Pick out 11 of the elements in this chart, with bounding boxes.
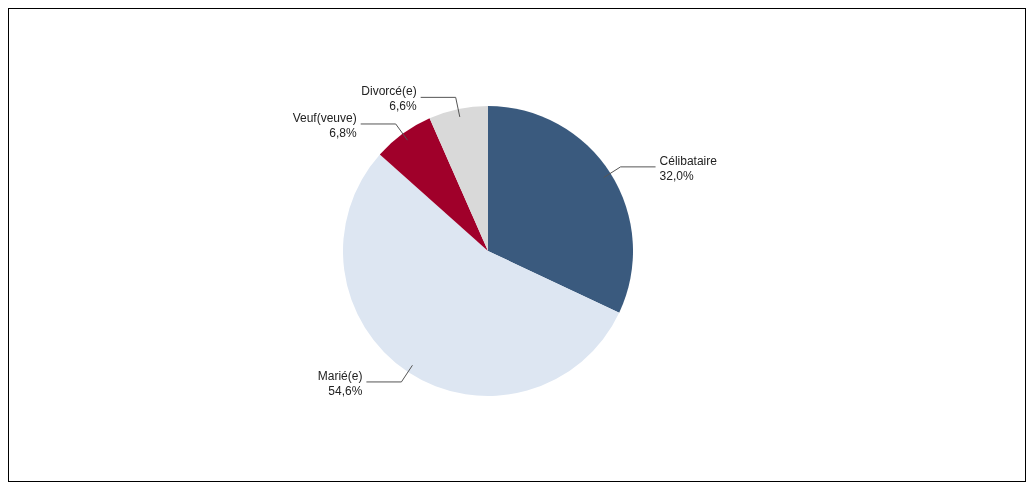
slice-label: Veuf(veuve) bbox=[292, 110, 357, 125]
pie-slice bbox=[488, 106, 633, 313]
slice-label: Divorcé(e) bbox=[361, 84, 417, 99]
pie-slice bbox=[429, 106, 488, 251]
data-label: 54,6% bbox=[328, 383, 363, 398]
slice-label: Marié(e) bbox=[317, 368, 363, 383]
pie-slice bbox=[379, 118, 488, 251]
slice-label: Célibataire bbox=[659, 153, 718, 168]
data-label: 6,8% bbox=[329, 125, 358, 140]
data-label: 32,0% bbox=[659, 168, 694, 183]
data-label: 6,6% bbox=[389, 99, 417, 114]
